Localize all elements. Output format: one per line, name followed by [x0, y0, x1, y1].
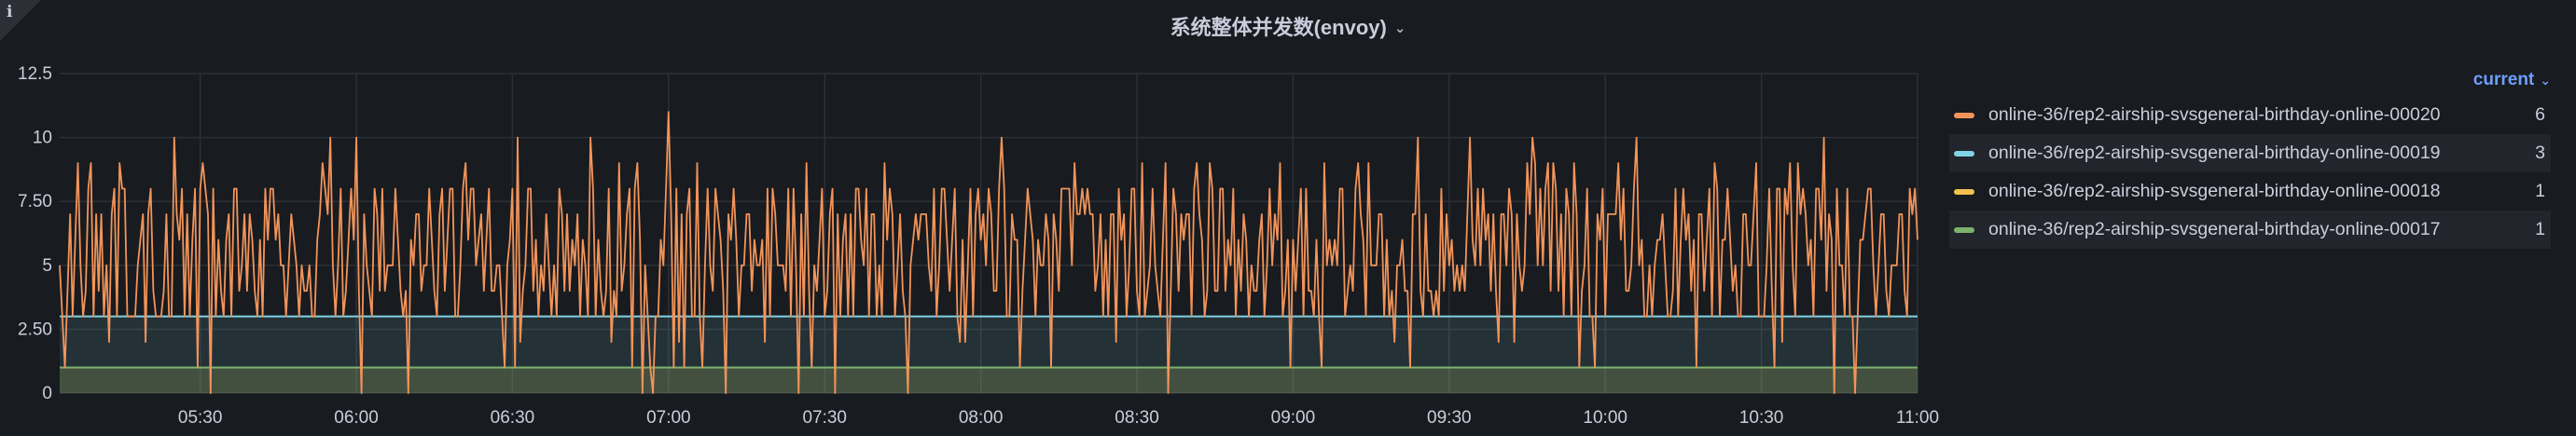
legend-item[interactable]: online-36/rep2-airship-svsgeneral-birthd…	[1949, 134, 2551, 172]
chevron-down-icon[interactable]: ⌄	[1393, 20, 1406, 36]
panel-title-container[interactable]: 系统整体并发数(envoy) ⌄	[0, 11, 2576, 41]
series-fill-area	[60, 367, 1918, 393]
x-axis: 05:30 06:00 06:30 07:00 07:30 08:00 08:30 09:00…	[178, 408, 1939, 428]
series-color-swatch	[1954, 189, 1974, 195]
info-corner[interactable]	[0, 0, 41, 41]
legend-item-value: 3	[2535, 143, 2545, 163]
legend-sort-header[interactable]: current ⌄	[1949, 70, 2551, 96]
series-color-swatch	[1954, 151, 1974, 157]
x-tick-label: 06:30	[491, 408, 535, 428]
x-tick-label: 05:30	[178, 408, 223, 428]
legend-item[interactable]: online-36/rep2-airship-svsgeneral-birthd…	[1949, 96, 2551, 134]
x-tick-label: 06:00	[334, 408, 379, 428]
legend-item[interactable]: online-36/rep2-airship-svsgeneral-birthd…	[1949, 172, 2551, 211]
series-fill-area	[60, 367, 1918, 393]
legend-item-name[interactable]: online-36/rep2-airship-svsgeneral-birthd…	[1988, 181, 2441, 201]
x-tick-label: 10:30	[1739, 408, 1784, 428]
chevron-down-icon[interactable]: ⌄	[2540, 73, 2551, 88]
series-lines	[59, 111, 1918, 394]
legend-item-name[interactable]: online-36/rep2-airship-svsgeneral-birthd…	[1988, 143, 2441, 163]
y-tick-label: 2.50	[18, 320, 52, 339]
info-icon[interactable]: i	[7, 3, 13, 21]
x-tick-label: 08:30	[1115, 408, 1159, 428]
series-line	[59, 111, 1918, 394]
y-tick-label: 12.5	[18, 64, 52, 84]
legend-item-value: 1	[2535, 219, 2545, 239]
legend-item-name[interactable]: online-36/rep2-airship-svsgeneral-birthd…	[1988, 219, 2441, 239]
y-tick-label: 5	[42, 256, 52, 276]
x-tick-label: 10:00	[1583, 408, 1627, 428]
y-axis: 0 2.50 5 7.50 10 12.5	[18, 64, 52, 403]
x-tick-label: 07:30	[802, 408, 847, 428]
legend-item-name[interactable]: online-36/rep2-airship-svsgeneral-birthd…	[1988, 104, 2441, 125]
x-tick-label: 11:00	[1896, 408, 1939, 428]
legend-item[interactable]: online-36/rep2-airship-svsgeneral-birthd…	[1949, 211, 2551, 249]
panel-title[interactable]: 系统整体并发数(envoy)	[1170, 16, 1387, 39]
legend-item-value: 6	[2535, 104, 2545, 125]
series-color-swatch	[1954, 227, 1974, 233]
y-tick-label: 0	[42, 384, 52, 403]
y-tick-label: 7.50	[18, 192, 52, 211]
time-series-chart[interactable]: 0 2.50 5 7.50 10 12.5 05:30 06:00 06:30 07:00 07:…	[0, 56, 1940, 436]
legend-sort-label[interactable]: current	[2472, 70, 2535, 89]
legend-item-value: 1	[2535, 181, 2545, 201]
legend: current ⌄ online-36/rep2-airship-svsgener…	[1949, 70, 2551, 249]
y-tick-label: 10	[33, 129, 52, 148]
series-color-swatch	[1954, 113, 1974, 118]
series-fill-area	[60, 316, 1918, 393]
x-tick-label: 08:00	[959, 408, 1004, 428]
x-tick-label: 09:00	[1271, 408, 1316, 428]
x-tick-label: 09:30	[1427, 408, 1472, 428]
series-fills	[60, 315, 1918, 393]
x-tick-label: 07:00	[646, 408, 691, 428]
